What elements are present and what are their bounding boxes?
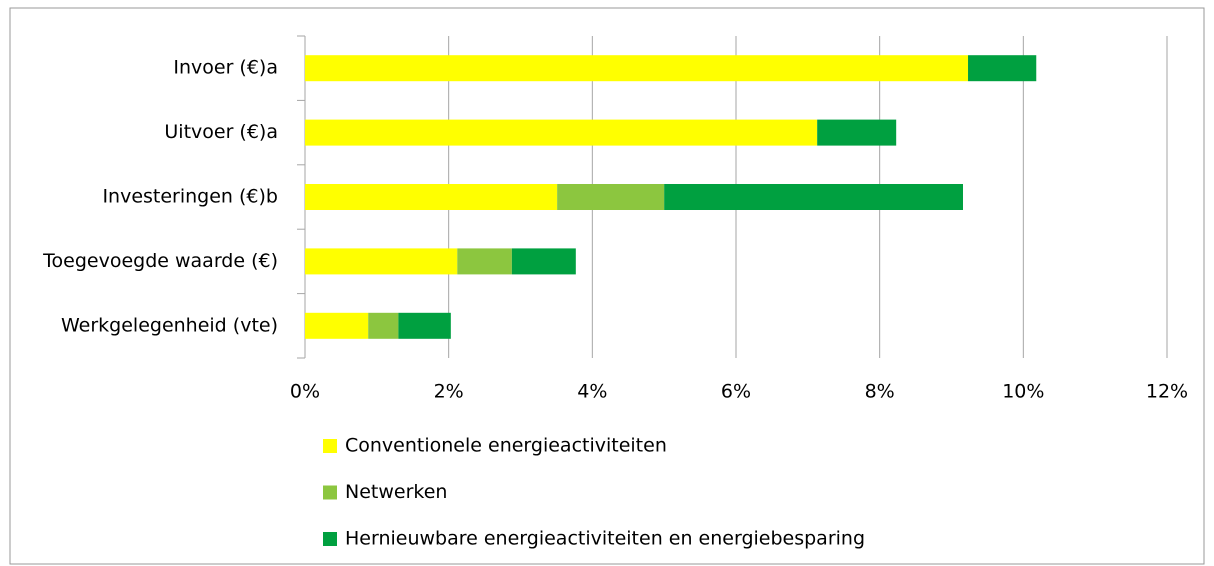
bar-segment [305, 184, 558, 210]
bar-segment [457, 248, 512, 275]
bar-segment [664, 184, 963, 210]
x-tick-label: 12% [1146, 381, 1188, 403]
x-tick-label: 2% [434, 381, 464, 403]
y-tick-label: Uitvoer (€)a [164, 121, 278, 143]
legend-label: Conventionele energieactiviteiten [345, 435, 667, 457]
legend-label: Netwerken [345, 481, 447, 503]
bar-segment [398, 312, 451, 339]
x-tick-label: 4% [577, 381, 607, 403]
legend-label: Hernieuwbare energieactiviteiten en ener… [345, 528, 865, 550]
bar-segment [305, 55, 969, 82]
legend-swatch [323, 485, 337, 500]
chart-frame [9, 7, 1205, 565]
bar-segment [305, 119, 818, 146]
bar-segment [557, 184, 665, 210]
y-tick-label: Toegevoegde waarde (€) [42, 250, 278, 272]
x-tick-label: 6% [721, 381, 751, 403]
bar-segment [968, 55, 1037, 82]
bar-segment [305, 248, 458, 275]
y-tick-label: Invoer (€)a [173, 57, 278, 79]
legend-swatch [323, 532, 337, 546]
x-tick-label: 0% [290, 381, 320, 403]
x-tick-label: 10% [1002, 381, 1044, 403]
bar-segment [511, 248, 576, 275]
bar-segment [817, 119, 897, 146]
bar-segment [305, 312, 369, 339]
y-tick-label: Werkgelegenheid (vte) [61, 314, 278, 336]
legend-swatch [323, 439, 337, 453]
y-tick-label: Investeringen (€)b [102, 186, 278, 208]
bar-segment [368, 312, 399, 339]
x-tick-label: 8% [865, 381, 895, 403]
